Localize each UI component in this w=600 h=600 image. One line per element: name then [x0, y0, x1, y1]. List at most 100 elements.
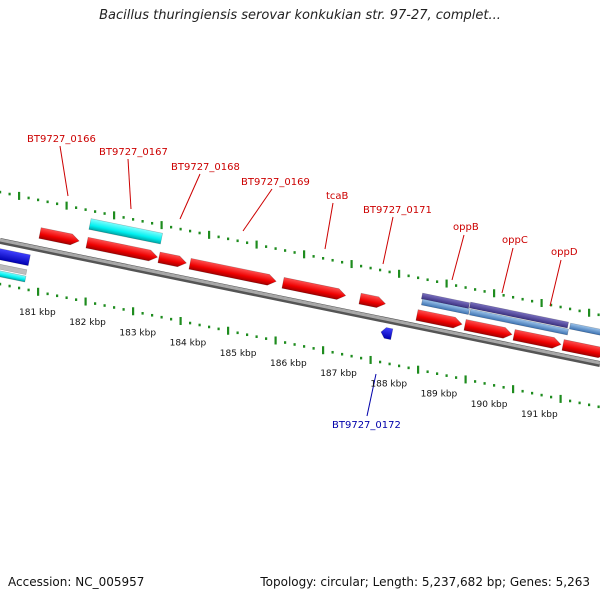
gc-dot [141, 312, 144, 315]
gene-callout: oppB [451, 222, 479, 281]
gc-dot [103, 304, 106, 307]
gc-dot [265, 245, 268, 248]
rna-feature [88, 218, 163, 245]
map-title: Bacillus thuringiensis serovar konkukian… [99, 8, 501, 23]
gc-dot [388, 270, 391, 274]
gc-dot [521, 389, 524, 393]
gene-label: oppB [453, 222, 479, 233]
gc-dot [84, 208, 87, 211]
gc-dot [455, 376, 458, 379]
gc-dot [8, 192, 11, 196]
kbp-label: 183 kbp [119, 328, 156, 338]
gc-dot [103, 212, 106, 215]
gc-dot [483, 382, 486, 385]
operon-segment [569, 322, 600, 338]
gc-dot [521, 297, 524, 301]
cds-forward [188, 258, 277, 286]
gc-dot [597, 313, 600, 317]
kbp-scale: 181 kbp 182 kbp 183 kbp 184 kbp 185 kbp 186 k… [19, 308, 558, 420]
operon-segment [469, 308, 569, 336]
gc-dot [122, 216, 125, 219]
gc-dot [436, 280, 439, 283]
gc-dot [65, 296, 68, 300]
gc-dot [0, 282, 2, 286]
callout-line [179, 173, 201, 220]
gc-dot [493, 384, 496, 387]
gc-dot [284, 249, 287, 252]
gc-tick [160, 221, 163, 230]
gene-callout: BT9727_0166 [27, 134, 96, 197]
gc-dot [540, 393, 543, 397]
gene-label: tcaB [326, 191, 349, 202]
gc-dot [56, 294, 59, 298]
cds-forward [561, 339, 600, 359]
cds-forward [281, 277, 347, 300]
gc-dot [512, 295, 515, 299]
kbp-label: 184 kbp [170, 339, 207, 349]
cds-reverse [0, 247, 31, 266]
kbp-label: 186 kbp [270, 359, 307, 369]
gc-tick [559, 394, 562, 403]
gc-tick [179, 317, 182, 326]
gc-dot [531, 391, 534, 395]
gc-dot [569, 307, 572, 311]
gc-tick [255, 240, 258, 249]
gc-dot [170, 317, 173, 321]
gene-callout: tcaB [324, 191, 349, 250]
gc-dot [331, 350, 334, 354]
gc-dot [94, 302, 97, 305]
gc-dot [246, 333, 249, 337]
gc-dot [151, 221, 154, 225]
callout-line [501, 247, 514, 294]
gc-tick [464, 375, 467, 384]
gc-dot [379, 360, 382, 364]
gc-tick [512, 385, 515, 394]
gc-tick [369, 355, 372, 364]
gc-dot [360, 264, 363, 268]
gene-label: BT9727_0172 [332, 420, 401, 431]
gc-tick [227, 326, 230, 335]
gene-label: oppC [502, 235, 528, 246]
gc-tick [84, 297, 87, 306]
gc-dot [407, 366, 410, 370]
callout-line [127, 158, 132, 210]
gc-dot [455, 284, 458, 287]
gc-dot [198, 231, 201, 235]
cds-forward [463, 319, 513, 339]
gc-tick [540, 299, 543, 308]
gene-callout: BT9727_0168 [171, 162, 240, 220]
gc-dot [217, 235, 220, 239]
gc-dot [208, 325, 211, 329]
cds-forward [415, 309, 463, 329]
gc-dot [27, 196, 30, 200]
gc-dot [474, 380, 477, 383]
cds-forward [512, 329, 562, 349]
gc-dot [388, 362, 391, 366]
gc-dot [198, 323, 201, 327]
callout-line [242, 188, 273, 232]
gc-dot [170, 225, 173, 229]
gene-callout: BT9727_0172 [332, 373, 401, 431]
gc-dot [341, 352, 344, 356]
gc-dot [550, 395, 553, 399]
genome-backbone [0, 238, 600, 367]
gene-callout: oppD [549, 247, 578, 307]
gc-dot [141, 220, 144, 223]
callout-line [382, 216, 394, 265]
gc-dot [189, 321, 192, 325]
gc-dot [341, 260, 344, 264]
gc-tick [113, 211, 116, 220]
gc-dot [483, 290, 486, 293]
cds-forward [38, 227, 80, 246]
gc-dot [265, 337, 268, 340]
kbp-label: 191 kbp [521, 410, 558, 420]
gene-callout: BT9727_0169 [241, 177, 310, 232]
gc-dot [531, 299, 534, 303]
gc-dot [464, 286, 467, 289]
gc-dot [293, 251, 296, 254]
cds-reverse [380, 327, 394, 340]
gc-dot [217, 327, 220, 331]
gc-dot [559, 305, 562, 309]
kbp-label: 187 kbp [320, 369, 357, 379]
callout-line [451, 234, 465, 281]
